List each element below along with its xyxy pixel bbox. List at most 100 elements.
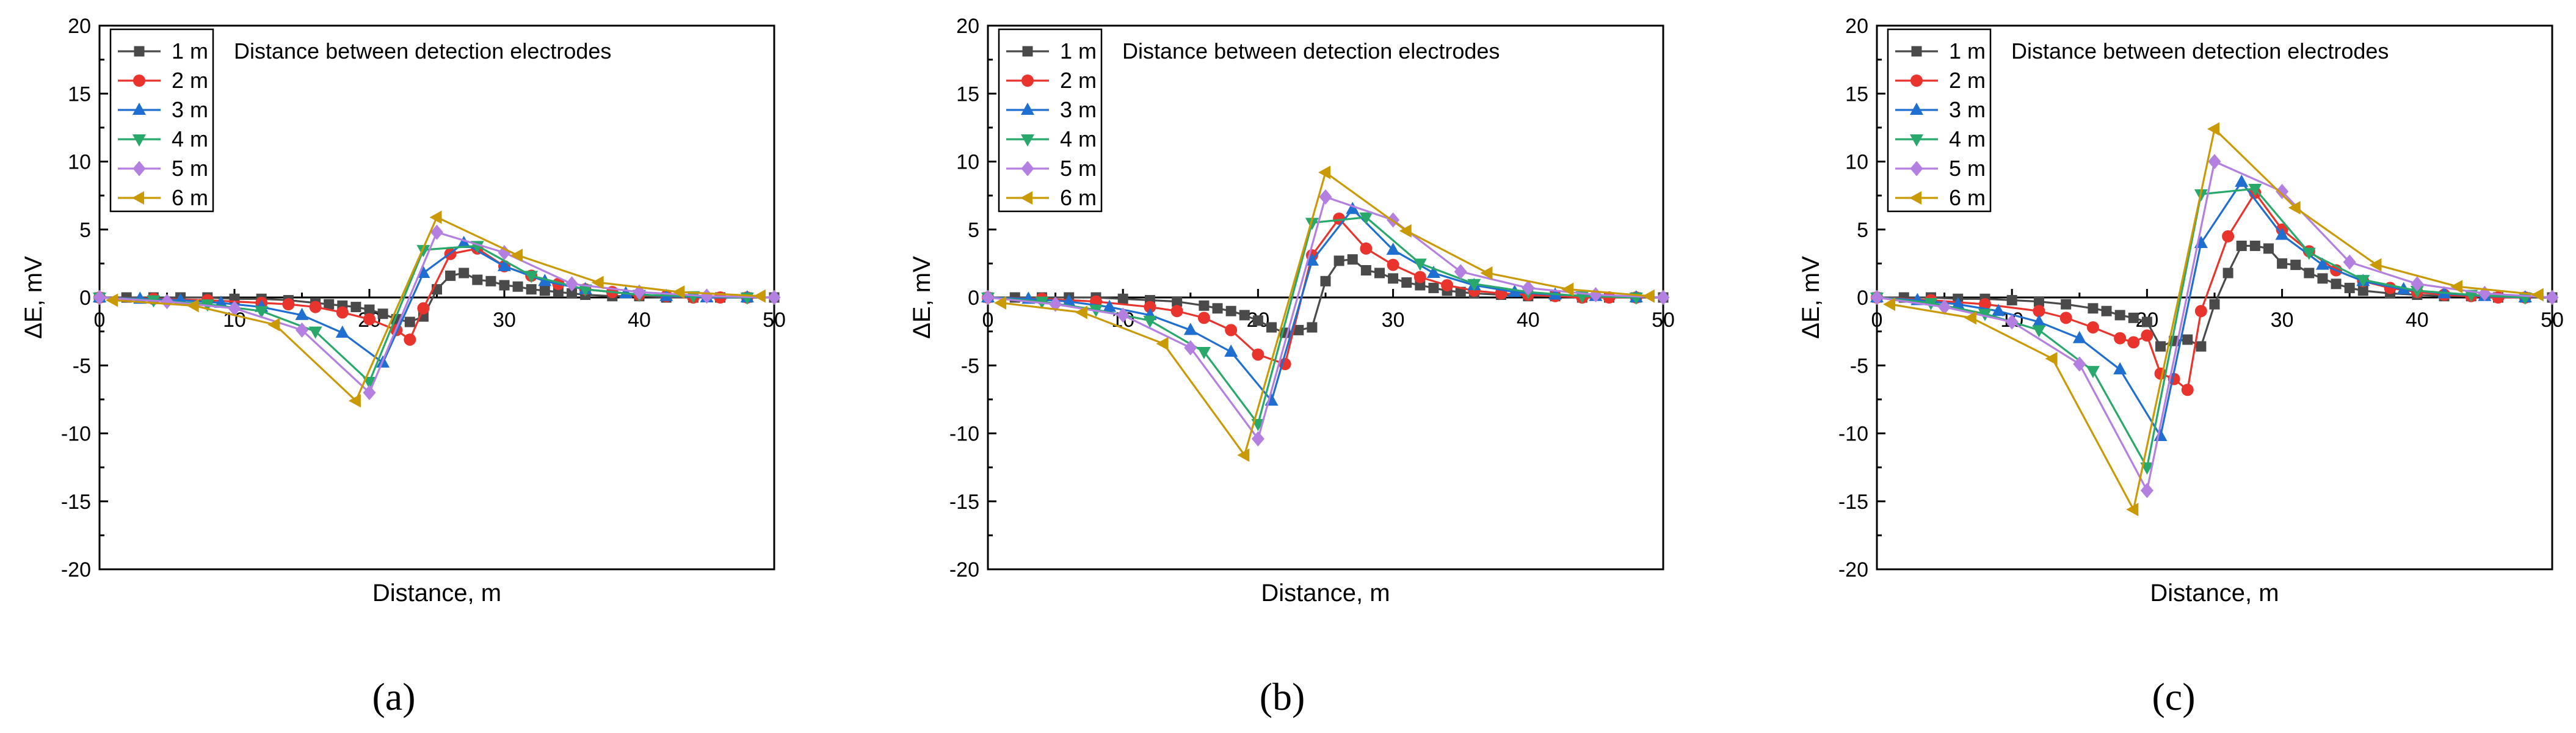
data-point <box>1413 271 1426 283</box>
legend-box <box>109 28 214 213</box>
data-point <box>404 316 415 327</box>
data-point <box>1642 289 1655 303</box>
data-point <box>93 290 106 305</box>
y-tick-label: -20 <box>1838 558 1868 582</box>
data-point <box>591 275 604 290</box>
data-point <box>499 280 510 291</box>
data-point <box>416 265 430 278</box>
legend-label: 4 m <box>1060 126 1097 151</box>
data-point <box>753 289 766 303</box>
data-point <box>295 307 309 320</box>
y-axis-title: ΔE, mV <box>1798 256 1824 339</box>
legend-marker <box>1911 46 1922 57</box>
data-point <box>2248 184 2262 196</box>
panel-label: (b) <box>1260 675 1305 718</box>
data-point <box>309 301 322 313</box>
legend-label: 4 m <box>1949 126 1986 151</box>
data-point <box>2128 312 2139 323</box>
legend-marker <box>1910 161 1923 177</box>
data-point <box>1870 290 1884 305</box>
data-point <box>1305 217 1319 230</box>
legend-marker <box>1022 46 1033 57</box>
data-point <box>1212 303 1223 314</box>
chart-title: Distance between detection electrodes <box>234 38 611 64</box>
x-tick-label: 0 <box>94 308 106 332</box>
x-tick-label: 50 <box>763 308 786 332</box>
panel-label: (c) <box>2152 675 2195 718</box>
data-point <box>1075 305 1087 319</box>
legend-label: 5 m <box>1060 156 1097 181</box>
chart-title: Distance between detection electrodes <box>2011 38 2389 64</box>
data-point <box>2356 275 2370 288</box>
data-point <box>350 302 361 313</box>
data-point <box>578 284 592 297</box>
y-tick-label: -5 <box>961 354 979 377</box>
data-point <box>2249 240 2260 251</box>
legend-label: 5 m <box>1949 156 1986 181</box>
legend-box <box>998 28 1103 213</box>
legend-label: 3 m <box>1949 97 1986 122</box>
data-point <box>485 275 496 286</box>
y-tick-label: -15 <box>1838 490 1868 514</box>
legend-marker <box>1021 75 1034 87</box>
data-point <box>1307 322 1318 333</box>
data-point <box>430 224 443 240</box>
data-point <box>2045 352 2058 366</box>
data-point <box>2194 305 2207 318</box>
data-point <box>161 294 173 310</box>
legend-marker <box>1910 75 1923 87</box>
y-tick-label: 0 <box>1857 286 1868 310</box>
data-point <box>363 385 376 401</box>
data-point <box>416 245 430 258</box>
data-point <box>524 271 539 283</box>
legend-marker <box>1020 191 1032 205</box>
data-point <box>1225 324 1238 337</box>
data-point <box>2277 258 2288 269</box>
legend-marker <box>1021 134 1034 147</box>
data-point <box>1386 243 1400 255</box>
x-tick-label: 50 <box>2541 308 2564 332</box>
data-point <box>1197 347 1211 359</box>
data-point <box>2155 341 2166 352</box>
data-point <box>1266 322 1277 333</box>
data-point <box>2317 273 2328 284</box>
data-point <box>2196 341 2207 352</box>
data-point <box>1454 264 1467 280</box>
data-point <box>335 325 349 338</box>
data-point <box>1251 431 1264 447</box>
data-point <box>2235 174 2249 187</box>
data-point <box>672 285 685 299</box>
x-axis-title: Distance, m <box>1261 580 1390 607</box>
data-point <box>1428 282 1439 293</box>
data-point <box>1360 265 1371 275</box>
y-tick-label: -20 <box>61 558 91 582</box>
panel-label: (a) <box>372 675 415 718</box>
legend-marker <box>132 191 144 205</box>
data-point <box>1938 299 1951 315</box>
data-point <box>1305 253 1319 266</box>
data-point <box>2073 356 2086 372</box>
legend: 1 m 2 m 3 m 4 m 5 m 6 m <box>998 28 1103 213</box>
series-line <box>1001 171 1650 456</box>
data-point <box>2263 243 2274 254</box>
legend-marker <box>1021 161 1034 177</box>
data-point <box>1184 340 1197 356</box>
legend-label: 6 m <box>1949 185 1986 210</box>
legend-marker <box>133 75 145 87</box>
data-point <box>1347 254 1358 265</box>
y-tick-label: -10 <box>61 423 91 446</box>
data-point <box>1374 268 1385 279</box>
series-5m <box>981 189 1670 447</box>
y-tick-label: 15 <box>68 82 91 106</box>
data-point <box>1156 337 1169 351</box>
series-2m <box>93 242 753 346</box>
data-point <box>1388 273 1399 284</box>
data-point <box>567 288 577 299</box>
data-point <box>553 286 564 297</box>
data-point <box>364 304 375 315</box>
data-point <box>348 394 361 408</box>
legend-label: 2 m <box>1060 68 1097 93</box>
y-tick-label: -10 <box>1838 423 1868 446</box>
data-point <box>2182 334 2193 345</box>
data-point <box>981 290 995 305</box>
